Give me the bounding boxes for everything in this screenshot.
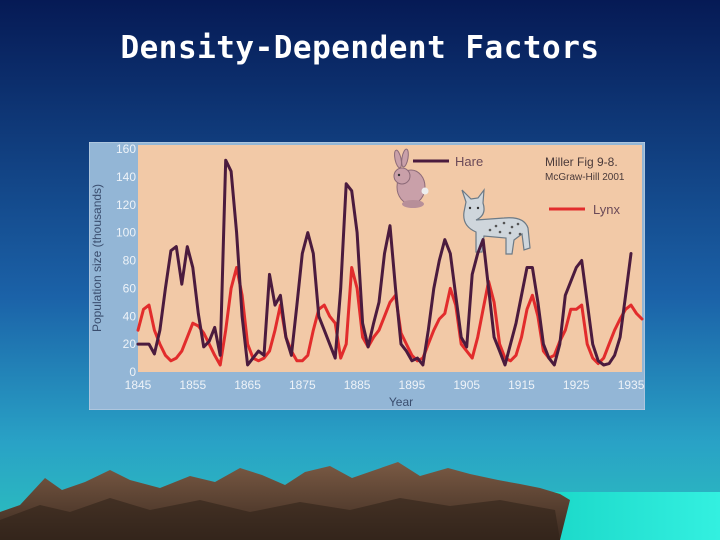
population-chart: Hare Lynx Miller Fig 9-8. McGraw-Hill 20… <box>89 142 645 410</box>
x-tick-label: 1855 <box>179 378 206 392</box>
y-tick-label: 0 <box>129 365 136 379</box>
y-tick-label: 80 <box>123 254 137 268</box>
y-tick-label: 20 <box>123 337 137 351</box>
x-tick-label: 1865 <box>234 378 261 392</box>
x-axis-label: Year <box>389 395 413 409</box>
source-annotation-line1: Miller Fig 9-8. <box>545 155 618 169</box>
series-layer <box>136 158 644 367</box>
y-tick-label: 40 <box>123 309 137 323</box>
hare-illustration <box>393 148 429 208</box>
legend-label-hare: Hare <box>455 154 483 169</box>
x-axis-ticks: 1845 1855 1865 1875 1885 1895 1905 1915 1925 1935 <box>125 378 645 392</box>
y-tick-label: 100 <box>116 226 136 240</box>
y-tick-label: 140 <box>116 170 136 184</box>
legend-label-lynx: Lynx <box>593 202 620 217</box>
x-tick-label: 1905 <box>453 378 480 392</box>
y-tick-label: 60 <box>123 281 137 295</box>
source-annotation-line2: McGraw-Hill 2001 <box>545 172 625 183</box>
y-axis-label: Population size (thousands) <box>90 184 104 332</box>
x-tick-label: 1915 <box>508 378 535 392</box>
y-tick-label: 160 <box>116 142 136 156</box>
y-axis-ticks: 0 20 40 60 80 100 120 140 160 <box>116 142 136 379</box>
x-tick-label: 1845 <box>125 378 152 392</box>
y-tick-label: 120 <box>116 198 136 212</box>
x-tick-label: 1935 <box>618 378 645 392</box>
lynx-illustration <box>461 187 531 255</box>
x-tick-label: 1895 <box>399 378 426 392</box>
x-tick-label: 1885 <box>344 378 371 392</box>
chart-legend: Hare Lynx <box>413 154 620 217</box>
slide-title: Density-Dependent Factors <box>120 30 600 66</box>
x-tick-label: 1875 <box>289 378 316 392</box>
x-tick-label: 1925 <box>563 378 590 392</box>
series-line-hare <box>136 158 633 367</box>
